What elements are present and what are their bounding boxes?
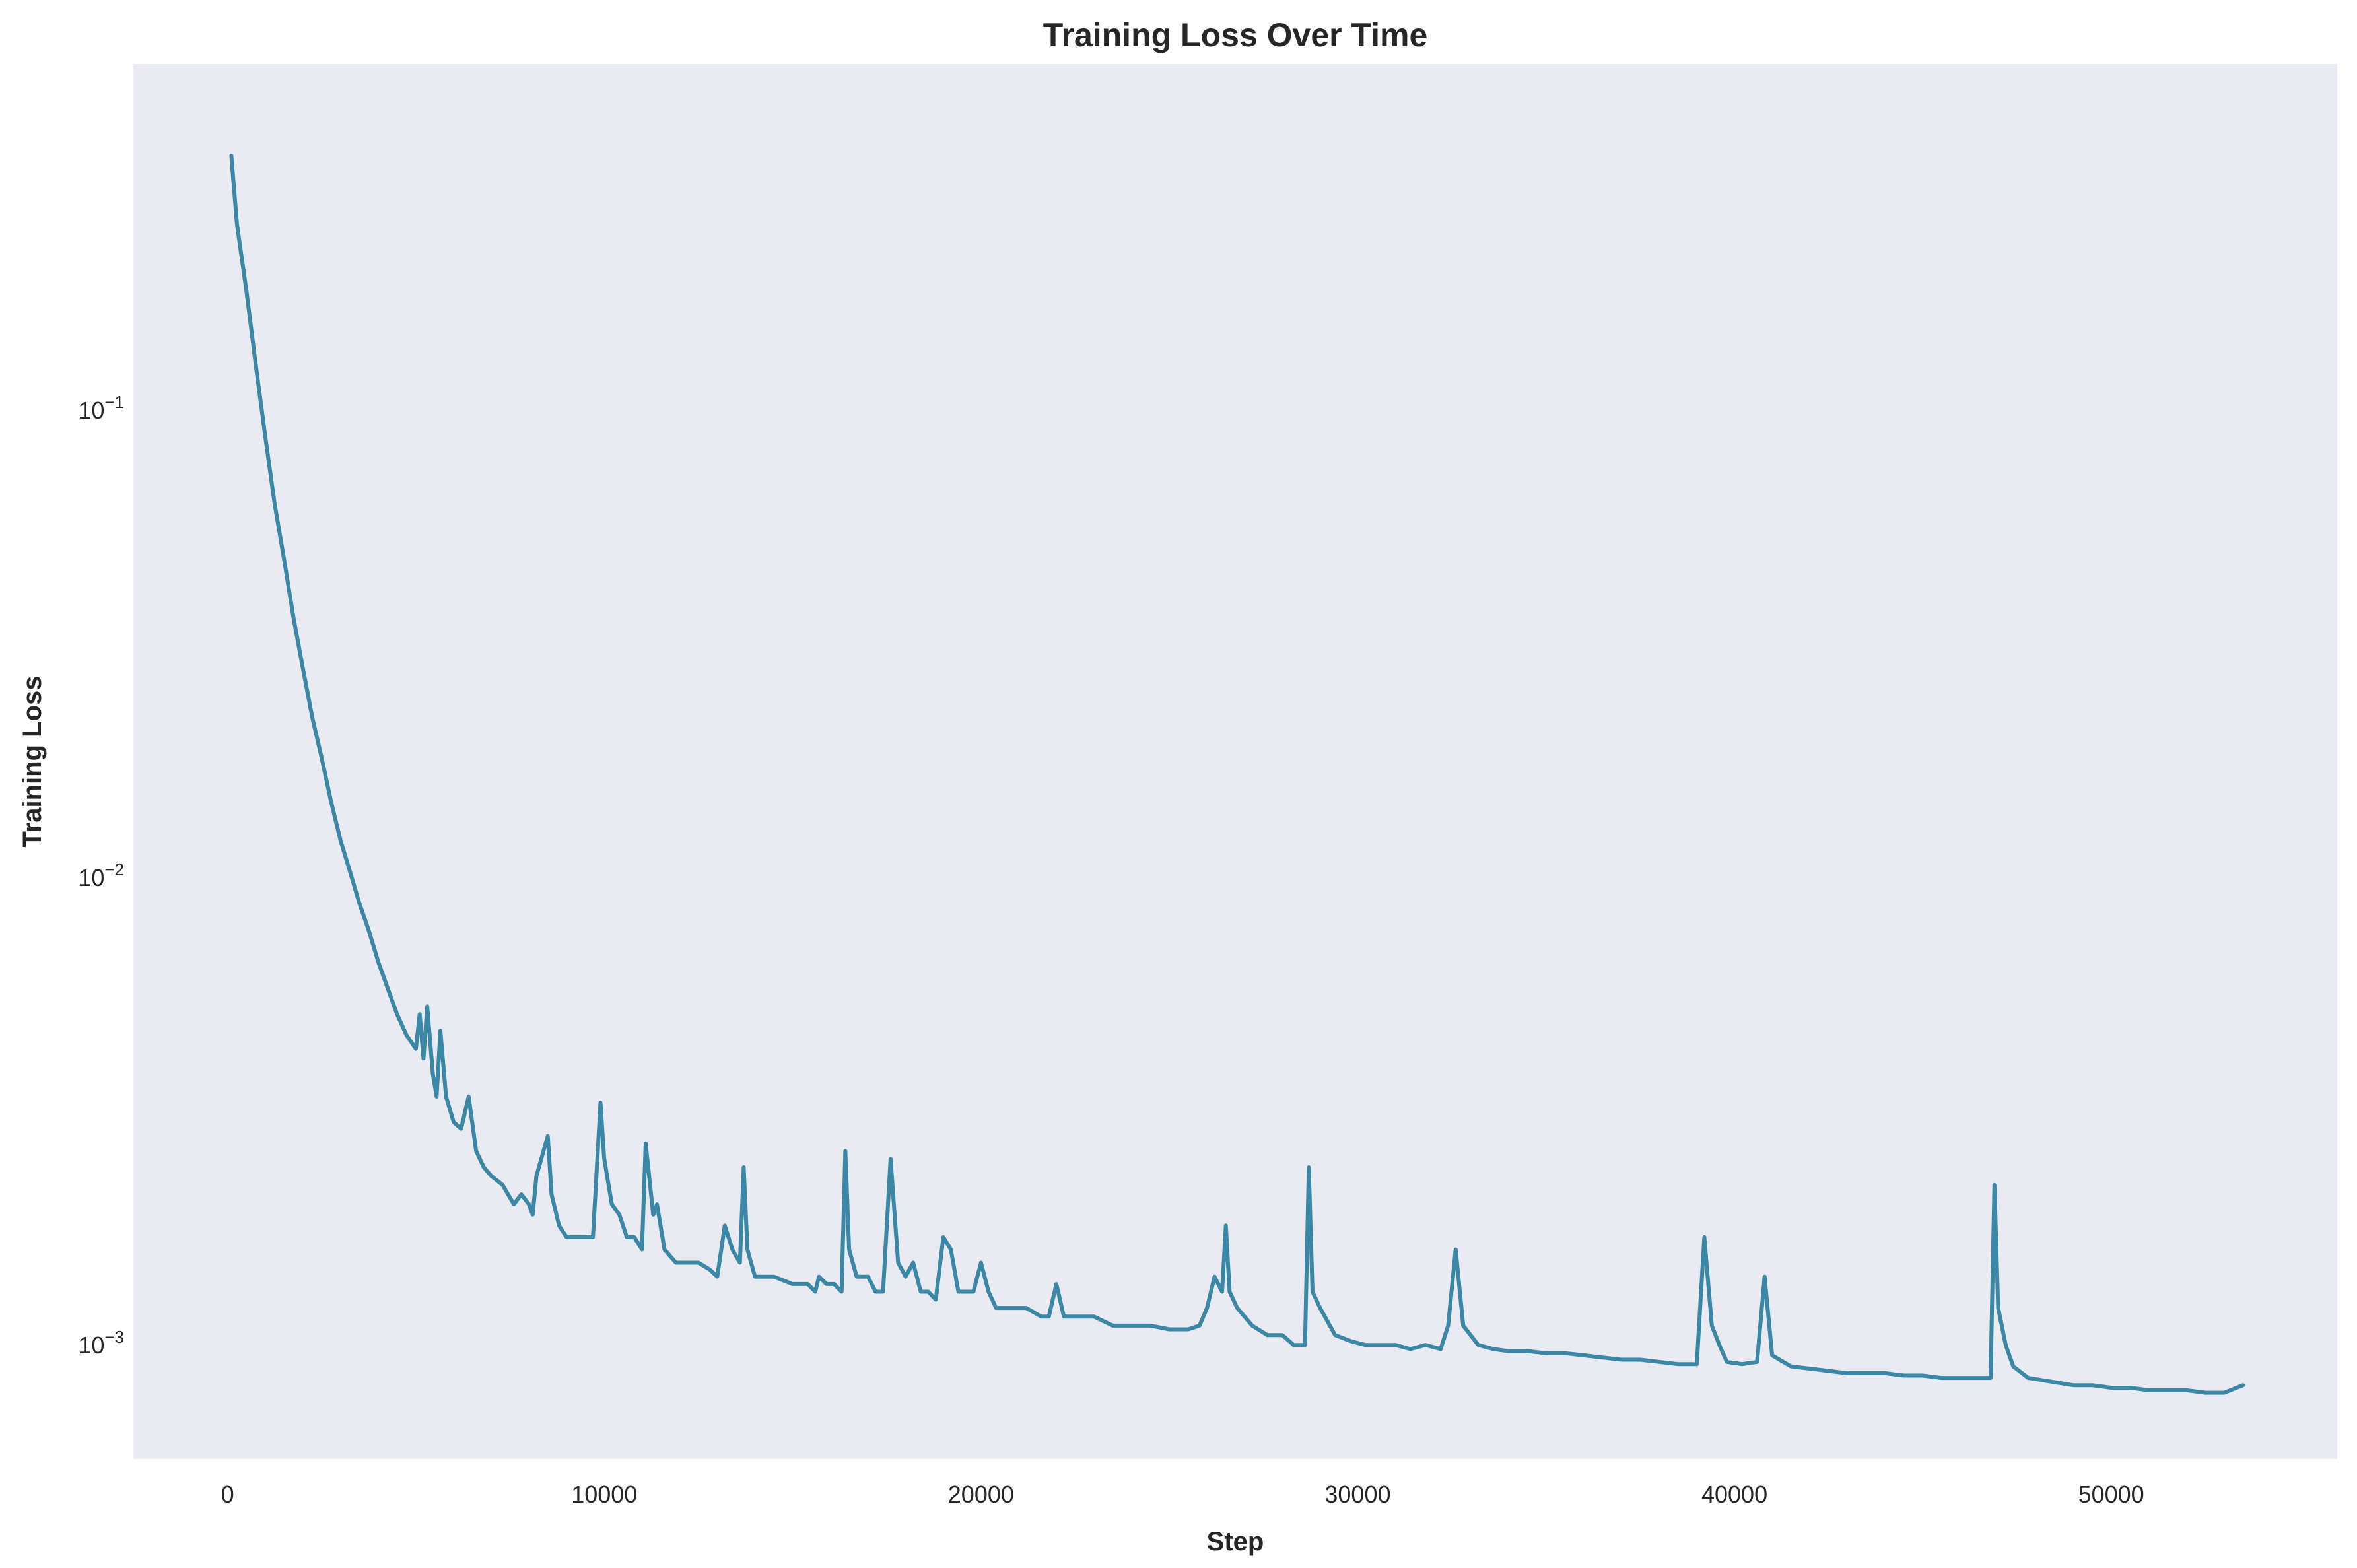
x-tick-label: 40000	[1701, 1481, 1767, 1508]
x-axis-label: Step	[1207, 1527, 1264, 1556]
y-axis-ticks: 10−3 10−2 10−1	[78, 392, 124, 1359]
x-tick-label: 10000	[571, 1481, 637, 1508]
x-tick-label: 50000	[2078, 1481, 2144, 1508]
y-tick-label: 10−1	[78, 392, 124, 424]
plot-area-background	[133, 64, 2337, 1459]
series-layer	[229, 154, 2245, 1395]
x-axis-ticks: 0 10000 20000 30000 40000 50000	[221, 1481, 2144, 1508]
chart-title: Training Loss Over Time	[1043, 17, 1428, 53]
y-axis-label: Training Loss	[18, 675, 47, 847]
y-tick-label: 10−3	[78, 1327, 124, 1359]
y-tick-label: 10−2	[78, 860, 124, 891]
series-line-0	[229, 154, 2245, 1395]
x-tick-label: 0	[221, 1481, 234, 1508]
x-tick-label: 20000	[948, 1481, 1014, 1508]
x-tick-label: 30000	[1324, 1481, 1390, 1508]
